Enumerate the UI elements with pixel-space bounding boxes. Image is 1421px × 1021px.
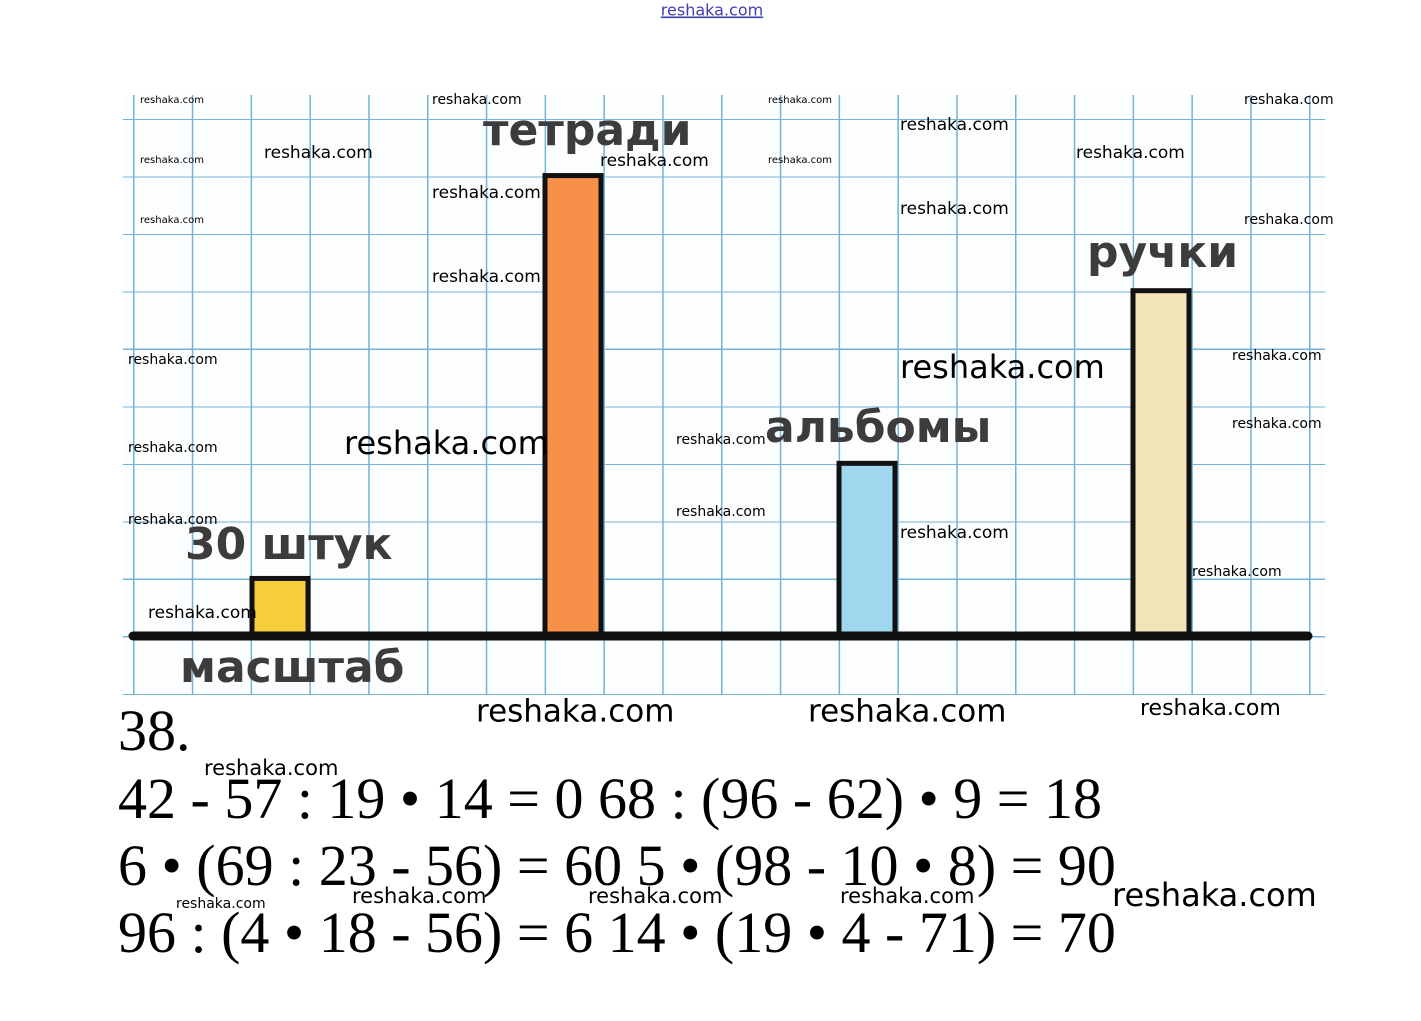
watermark: reshaka.com — [432, 92, 522, 108]
watermark: reshaka.com — [1232, 416, 1322, 432]
watermark: reshaka.com — [600, 151, 709, 171]
watermark: reshaka.com — [128, 440, 218, 456]
exercise-line: 96 : (4 • 18 - 56) = 6 14 • (19 • 4 - 71… — [118, 900, 1116, 965]
watermark: reshaka.com — [128, 512, 218, 528]
exercise-number: 38. — [118, 698, 191, 763]
watermark: reshaka.com — [476, 694, 674, 730]
watermark: reshaka.com — [1140, 696, 1281, 721]
watermark: reshaka.com — [1244, 212, 1334, 228]
watermark: reshaka.com — [900, 199, 1009, 219]
watermark: reshaka.com — [140, 155, 204, 166]
category-label: масштаб — [180, 642, 404, 693]
watermark: reshaka.com — [808, 694, 1006, 730]
watermark: reshaka.com — [352, 884, 486, 908]
watermark: reshaka.com — [1192, 564, 1282, 580]
watermark: reshaka.com — [1232, 348, 1322, 364]
watermark: reshaka.com — [1112, 876, 1317, 914]
watermark: reshaka.com — [588, 884, 722, 908]
watermark: reshaka.com — [264, 143, 373, 163]
category-label: ручки — [1087, 227, 1238, 278]
watermark: reshaka.com — [900, 115, 1009, 135]
category-label: тетради — [483, 105, 691, 156]
watermark: reshaka.com — [204, 756, 338, 780]
watermark: reshaka.com — [900, 348, 1105, 386]
category-label: альбомы — [765, 402, 991, 453]
exercise-line: 42 - 57 : 19 • 14 = 0 68 : (96 - 62) • 9… — [118, 766, 1102, 831]
watermark: reshaka.com — [840, 884, 974, 908]
watermark: reshaka.com — [432, 183, 541, 203]
watermark: reshaka.com — [676, 432, 766, 448]
grid-paper — [123, 95, 1325, 695]
watermark: reshaka.com — [432, 267, 541, 287]
watermark: reshaka.com — [176, 896, 266, 912]
watermark: reshaka.com — [128, 352, 218, 368]
watermark: reshaka.com — [1076, 143, 1185, 163]
value-label: 30 штук — [185, 519, 392, 570]
watermark: reshaka.com — [140, 95, 204, 106]
bar — [249, 575, 311, 639]
site-link[interactable]: reshaka.com — [661, 1, 763, 20]
watermark: reshaka.com — [1244, 92, 1334, 108]
exercise-line: 6 • (69 : 23 - 56) = 60 5 • (98 - 10 • 8… — [118, 833, 1116, 898]
watermark: reshaka.com — [676, 504, 766, 520]
watermark: reshaka.com — [140, 215, 204, 226]
bar — [836, 460, 898, 639]
watermark: reshaka.com — [768, 95, 832, 106]
watermark: reshaka.com — [344, 424, 549, 462]
watermark: reshaka.com — [768, 155, 832, 166]
watermark: reshaka.com — [900, 523, 1009, 543]
watermark: reshaka.com — [148, 603, 257, 623]
bar — [1130, 288, 1192, 639]
bar — [542, 173, 604, 639]
